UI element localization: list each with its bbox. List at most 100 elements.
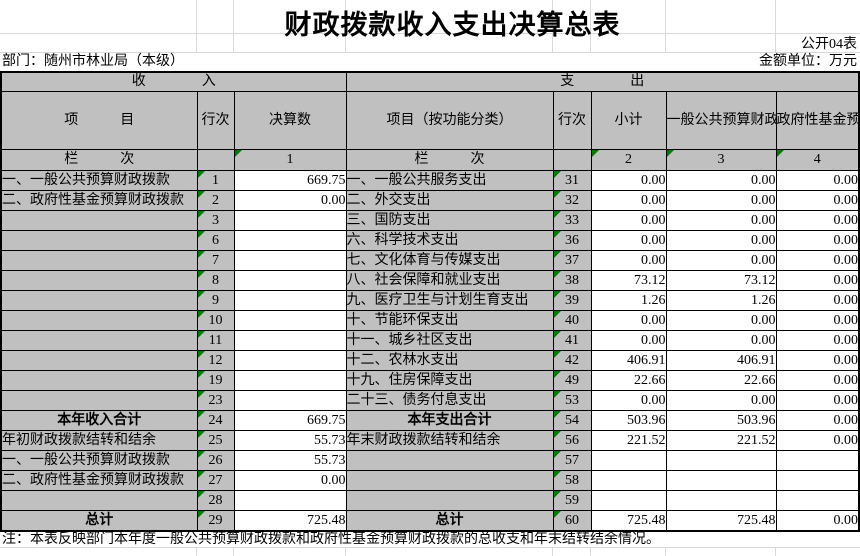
income-line-cell: 2 xyxy=(196,190,235,211)
table-row: 年初财政拨款结转和结余 25 55.73 年末财政拨款结转和结余 56 221.… xyxy=(0,430,860,451)
income-line-cell: 6 xyxy=(196,230,235,251)
table-row: 23 二十三、债务付息支出 53 0.00 0.00 0.00 xyxy=(0,390,860,411)
income-lanci-label: 栏 次 xyxy=(0,149,198,171)
income-item-cell xyxy=(0,310,198,331)
expense-fund-header: 政府性基金预算财政拨款 xyxy=(775,91,860,150)
expense-item-cell: 一、一般公共服务支出 xyxy=(345,170,554,191)
expense-item-cell xyxy=(345,450,554,471)
column-index-row: 栏 次 1 栏 次 2 3 4 xyxy=(0,149,860,171)
income-item-cell xyxy=(0,290,198,311)
expense-line-cell: 60 xyxy=(552,510,592,532)
expense-subtotal-cell: 0.00 xyxy=(590,330,667,351)
expense-general-cell: 0.00 xyxy=(665,390,777,411)
income-value-cell: 669.75 xyxy=(233,410,347,431)
table-row: 本年收入合计 24 669.75 本年支出合计 54 503.96 503.96… xyxy=(0,410,860,431)
table-row: 28 59 xyxy=(0,490,860,511)
expense-item-cell: 十二、农林水支出 xyxy=(345,350,554,371)
expense-lanci-blank xyxy=(552,149,592,171)
income-value-cell xyxy=(233,290,347,311)
expense-line-cell: 42 xyxy=(552,350,592,371)
expense-line-cell: 38 xyxy=(552,270,592,291)
income-item-cell xyxy=(0,270,198,291)
grid-hline xyxy=(0,33,860,34)
expense-fund-cell: 0.00 xyxy=(775,350,860,371)
expense-subtotal-cell: 503.96 xyxy=(590,410,667,431)
income-item-cell xyxy=(0,490,198,511)
grid-vline xyxy=(590,548,591,556)
income-item-cell xyxy=(0,250,198,271)
income-value-cell: 55.73 xyxy=(233,430,347,451)
grid-hline xyxy=(0,52,860,53)
income-item-cell: 二、政府性基金预算财政拨款 xyxy=(0,470,198,491)
expense-line-cell: 53 xyxy=(552,390,592,411)
expense-fund-cell: 0.00 xyxy=(775,430,860,451)
expense-general-cell: 0.00 xyxy=(665,210,777,231)
income-item-cell xyxy=(0,210,198,231)
income-item-cell: 年初财政拨款结转和结余 xyxy=(0,430,198,451)
expense-fund-cell xyxy=(775,490,860,511)
income-value-cell xyxy=(233,270,347,291)
expense-subtotal-cell xyxy=(590,470,667,491)
expense-subtotal-cell: 0.00 xyxy=(590,230,667,251)
expense-general-cell: 503.96 xyxy=(665,410,777,431)
grid-vline xyxy=(233,548,234,556)
income-line-cell: 7 xyxy=(196,250,235,271)
income-value-cell xyxy=(233,210,347,231)
expense-general-cell: 73.12 xyxy=(665,270,777,291)
income-value-cell: 669.75 xyxy=(233,170,347,191)
income-line-cell: 12 xyxy=(196,350,235,371)
income-line-cell: 23 xyxy=(196,390,235,411)
grid-vline xyxy=(552,0,553,52)
expense-fund-cell: 0.00 xyxy=(775,390,860,411)
expense-general-cell: 0.00 xyxy=(665,230,777,251)
grid-vline xyxy=(345,0,346,52)
income-item-cell xyxy=(0,230,198,251)
income-line-cell: 10 xyxy=(196,310,235,331)
expense-item-cell: 九、医疗卫生与计划生育支出 xyxy=(345,290,554,311)
income-value-cell xyxy=(233,310,347,331)
expense-fund-cell: 0.00 xyxy=(775,510,860,532)
expense-item-cell: 十、节能环保支出 xyxy=(345,310,554,331)
footnote: 注：本表反映部门本年度一般公共预算财政拨款和政府性基金预算财政拨款的总收支和年末… xyxy=(0,531,860,548)
expense-col-index-3: 3 xyxy=(665,149,777,171)
expense-subtotal-cell: 725.48 xyxy=(590,510,667,532)
expense-subtotal-cell: 0.00 xyxy=(590,310,667,331)
expense-general-cell: 1.26 xyxy=(665,290,777,311)
grid-vline xyxy=(590,0,591,52)
income-col-index: 1 xyxy=(233,149,347,171)
expense-line-cell: 41 xyxy=(552,330,592,351)
table-row: 一、一般公共预算财政拨款 1 669.75 一、一般公共服务支出 31 0.00… xyxy=(0,170,860,191)
income-line-cell: 19 xyxy=(196,370,235,391)
table-row: 一、一般公共预算财政拨款 26 55.73 57 xyxy=(0,450,860,471)
expense-subtotal-cell: 0.00 xyxy=(590,190,667,211)
income-line-cell: 26 xyxy=(196,450,235,471)
grid-vline xyxy=(775,0,776,52)
expense-item-cell: 十一、城乡社区支出 xyxy=(345,330,554,351)
department-label: 部门：随州市林业局（本级） xyxy=(2,54,184,69)
expense-item-cell xyxy=(345,470,554,491)
expense-general-cell: 0.00 xyxy=(665,310,777,331)
expense-general-cell: 0.00 xyxy=(665,330,777,351)
income-item-cell: 本年收入合计 xyxy=(0,410,198,431)
expense-line-cell: 37 xyxy=(552,250,592,271)
table-body: 一、一般公共预算财政拨款 1 669.75 一、一般公共服务支出 31 0.00… xyxy=(0,170,860,532)
expense-subtotal-cell: 0.00 xyxy=(590,170,667,191)
expense-item-cell: 七、文化体育与传媒支出 xyxy=(345,250,554,271)
income-value-cell xyxy=(233,490,347,511)
income-value-cell xyxy=(233,350,347,371)
expense-subtotal-cell: 406.91 xyxy=(590,350,667,371)
expense-item-cell: 六、科学技术支出 xyxy=(345,230,554,251)
grid-vline xyxy=(775,548,776,556)
table-row: 7 七、文化体育与传媒支出 37 0.00 0.00 0.00 xyxy=(0,250,860,271)
expense-line-cell: 58 xyxy=(552,470,592,491)
expense-subtotal-cell: 22.66 xyxy=(590,370,667,391)
expense-fund-cell: 0.00 xyxy=(775,410,860,431)
expense-col-index-2: 2 xyxy=(590,149,667,171)
expense-subtotal-cell xyxy=(590,450,667,471)
expense-general-cell: 725.48 xyxy=(665,510,777,532)
expense-subtotal-cell: 73.12 xyxy=(590,270,667,291)
table-row: 11 十一、城乡社区支出 41 0.00 0.00 0.00 xyxy=(0,330,860,351)
income-line-cell: 9 xyxy=(196,290,235,311)
expense-general-cell xyxy=(665,450,777,471)
top-band: 财政拨款收入支出决算总表 公开04表 部门：随州市林业局（本级） 金额单位：万元 xyxy=(0,0,860,71)
